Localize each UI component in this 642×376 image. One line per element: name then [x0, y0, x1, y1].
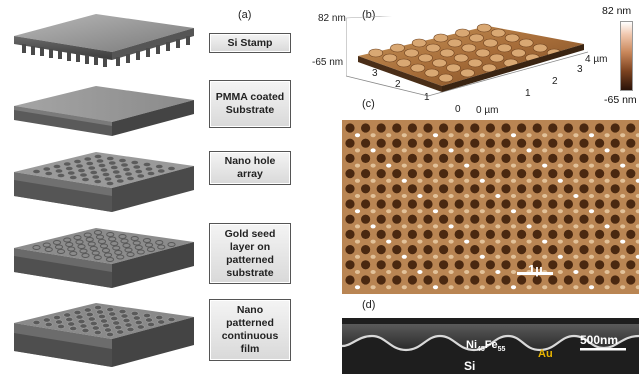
afm-topography-image — [342, 120, 639, 294]
step-box-pmma: PMMA coated Substrate — [209, 80, 291, 128]
x-tick-2: 2 — [395, 79, 401, 90]
x-tick-3: 3 — [372, 68, 378, 79]
seed-layer-label: Au — [538, 348, 553, 360]
film-sub-ni: 45 — [477, 346, 485, 354]
colorbar-top-label: 82 nm — [602, 5, 632, 17]
step-box-continuous-film: Nano patterned continuous film — [209, 299, 291, 361]
film-sub-fe: 55 — [497, 346, 506, 354]
step-box-nano-hole: Nano hole array — [209, 151, 291, 185]
si-stamp-illustration — [14, 14, 194, 67]
y-tick-0: 0 µm — [476, 105, 499, 116]
side-axis-label: 4 µm — [585, 54, 608, 65]
panel-b-label: (b) — [362, 9, 376, 21]
y-tick-1: 1 — [525, 88, 531, 99]
panel-c-label: (c) — [362, 98, 375, 110]
afm-3d-surface — [346, 16, 589, 97]
step-box-si-stamp: Si Stamp — [209, 33, 291, 53]
pmma-substrate-illustration — [14, 86, 194, 136]
continuous-film-illustration — [14, 303, 194, 367]
colorbar-bottom-label: -65 nm — [604, 94, 637, 106]
gold-seed-illustration — [14, 228, 194, 288]
z-bottom-label: -65 nm — [312, 57, 344, 68]
sem-cross-section-image — [342, 318, 639, 374]
afm-scalebar-label: 1µ — [528, 262, 543, 277]
z-top-label: 82 nm — [318, 13, 346, 24]
step-box-gold-seed: Gold seed layer on patterned substrate — [209, 223, 291, 284]
nano-hole-array-illustration — [14, 152, 194, 212]
y-tick-3: 3 — [577, 64, 583, 75]
panel-a-label: (a) — [238, 9, 252, 21]
film-label-fe: Fe — [484, 339, 498, 351]
panel-d-label: (d) — [362, 299, 376, 311]
colorbar — [620, 21, 633, 91]
x-tick-1: 1 — [424, 92, 430, 103]
y-tick-2: 2 — [552, 76, 558, 87]
sem-scalebar-label: 500nm — [580, 333, 619, 347]
substrate-label: Si — [464, 359, 476, 373]
film-label-ni: Ni — [466, 339, 477, 351]
film-composition-label: Ni45Fe55 — [466, 339, 505, 353]
x-tick-0: 0 — [455, 104, 461, 115]
